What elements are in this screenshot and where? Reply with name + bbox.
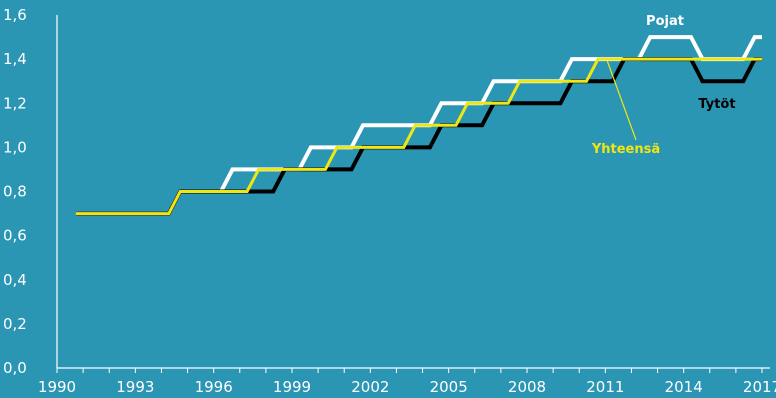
axes (56, 15, 770, 369)
x-tick-label: 2002 (351, 378, 389, 396)
x-tick-label: 2011 (586, 378, 624, 396)
x-tick-label: 1996 (195, 378, 233, 396)
x-tick-label: 1990 (38, 378, 76, 396)
x-tick-label: 1999 (273, 378, 311, 396)
yhteensa-leader-line (606, 60, 637, 141)
series-lines (75, 35, 762, 216)
y-tick-label: 1,4 (3, 50, 27, 68)
y-tick-label: 1,0 (3, 138, 27, 156)
series-label-tytot: Tytöt (698, 97, 735, 112)
y-tick-label: 0,8 (3, 183, 27, 201)
x-tick-label: 2005 (430, 378, 468, 396)
x-tick-label: 1993 (116, 378, 154, 396)
y-tick-label: 1,2 (3, 94, 27, 112)
y-tick-label: 0,4 (3, 271, 27, 289)
y-tick-label: 0,0 (3, 359, 27, 377)
series-line-yhteens (75, 57, 762, 216)
y-tick-label: 1,6 (3, 6, 27, 24)
y-tick-label: 0,6 (3, 227, 27, 245)
series-label-pojat: Pojat (646, 14, 684, 29)
x-tick-label: 2014 (665, 378, 703, 396)
x-tick-label: 2017 (743, 378, 776, 396)
x-tick-label: 2008 (508, 378, 546, 396)
y-tick-label: 0,2 (3, 315, 27, 333)
series-label-yhteensa: Yhteensä (591, 142, 660, 157)
series-line-tytt (75, 57, 762, 216)
ticks: 0,0 0,2 0,4 0,6 0,8 1,0 1,2 1,4 1,6 1990 1993 1996 1… (3, 6, 776, 396)
series-labels: Pojat Tytöt Yhteensä (591, 14, 736, 157)
